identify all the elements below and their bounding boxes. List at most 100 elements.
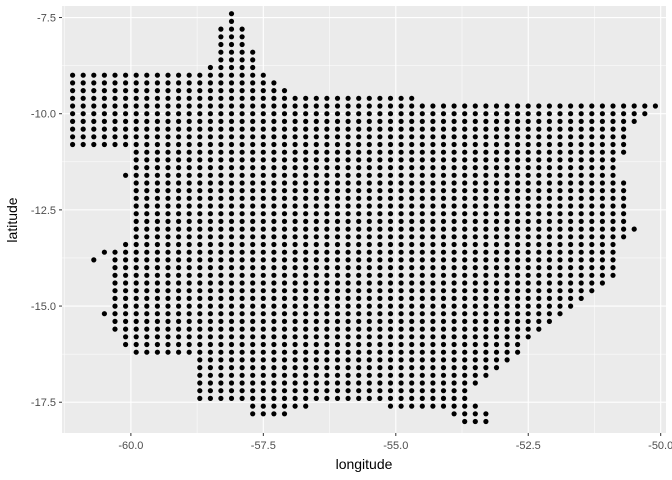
data-point	[218, 157, 224, 163]
data-point	[123, 134, 129, 140]
data-point	[356, 380, 362, 386]
data-point	[123, 318, 129, 324]
data-point	[493, 318, 500, 324]
data-point	[462, 272, 468, 278]
data-point	[324, 365, 330, 371]
data-point	[419, 157, 425, 163]
data-point	[472, 303, 478, 309]
data-point	[472, 265, 478, 271]
data-point	[440, 172, 447, 178]
data-point	[154, 249, 160, 255]
data-point	[377, 226, 383, 232]
data-point	[409, 118, 415, 124]
data-point	[440, 111, 447, 117]
data-point	[366, 265, 372, 271]
data-point	[409, 195, 415, 201]
data-point	[228, 80, 235, 86]
data-point	[197, 157, 203, 163]
data-point	[462, 418, 468, 425]
data-point	[409, 103, 415, 109]
data-point	[515, 295, 521, 301]
data-point	[451, 134, 457, 140]
data-point	[176, 118, 182, 124]
data-point	[578, 165, 584, 171]
data-point	[313, 303, 319, 309]
data-point	[366, 318, 372, 324]
data-point	[610, 241, 616, 248]
data-point	[260, 195, 266, 201]
data-point	[483, 365, 489, 371]
data-point	[133, 149, 139, 155]
data-point	[557, 265, 563, 271]
data-point	[472, 249, 478, 255]
data-point	[207, 311, 213, 317]
data-point	[324, 111, 330, 117]
data-point	[398, 249, 404, 255]
data-point	[525, 134, 531, 140]
data-point	[271, 265, 277, 271]
data-point	[313, 172, 319, 178]
data-point	[599, 211, 606, 217]
data-point	[462, 265, 468, 271]
data-point	[546, 141, 553, 148]
data-point	[451, 372, 457, 378]
data-point	[197, 211, 203, 217]
data-point	[356, 272, 362, 278]
data-point	[515, 134, 521, 140]
data-point	[154, 118, 160, 124]
data-point	[281, 257, 288, 263]
data-point	[568, 134, 574, 140]
data-point	[101, 311, 107, 317]
data-point	[228, 380, 235, 386]
data-point	[504, 241, 510, 248]
data-point	[430, 295, 436, 301]
data-point	[462, 388, 468, 394]
data-point	[239, 188, 245, 194]
data-point	[578, 288, 584, 294]
data-point	[419, 211, 425, 217]
data-point	[621, 111, 627, 117]
data-point	[70, 134, 76, 140]
data-point	[589, 241, 595, 248]
data-point	[419, 172, 425, 178]
data-point	[101, 95, 107, 101]
data-point	[313, 280, 319, 286]
data-point	[483, 118, 489, 124]
data-point	[462, 218, 468, 224]
data-point	[313, 372, 319, 378]
data-point	[250, 118, 256, 124]
data-point	[271, 195, 277, 201]
data-point	[197, 241, 203, 248]
data-point	[493, 172, 500, 178]
data-point	[292, 203, 298, 209]
data-point	[250, 295, 256, 301]
data-point	[515, 180, 521, 186]
data-point	[186, 218, 192, 224]
data-point	[536, 157, 542, 163]
data-point	[504, 118, 510, 124]
data-point	[250, 334, 256, 340]
data-point	[133, 311, 139, 317]
data-point	[144, 288, 150, 294]
data-point	[250, 272, 256, 278]
data-point	[578, 295, 584, 301]
data-point	[599, 218, 606, 224]
data-point	[144, 111, 150, 117]
data-point	[472, 149, 478, 155]
data-point	[409, 311, 415, 317]
data-point	[356, 95, 362, 101]
data-point	[462, 249, 468, 255]
data-point	[228, 88, 235, 94]
data-point	[292, 388, 298, 394]
data-point	[546, 165, 553, 171]
data-point	[493, 165, 500, 171]
data-point	[568, 288, 574, 294]
data-point	[440, 357, 447, 363]
data-point	[197, 95, 203, 101]
data-point	[483, 180, 489, 186]
data-point	[239, 226, 245, 232]
data-point	[112, 257, 118, 263]
data-point	[377, 388, 383, 394]
data-point	[621, 180, 627, 186]
data-point	[398, 134, 404, 140]
